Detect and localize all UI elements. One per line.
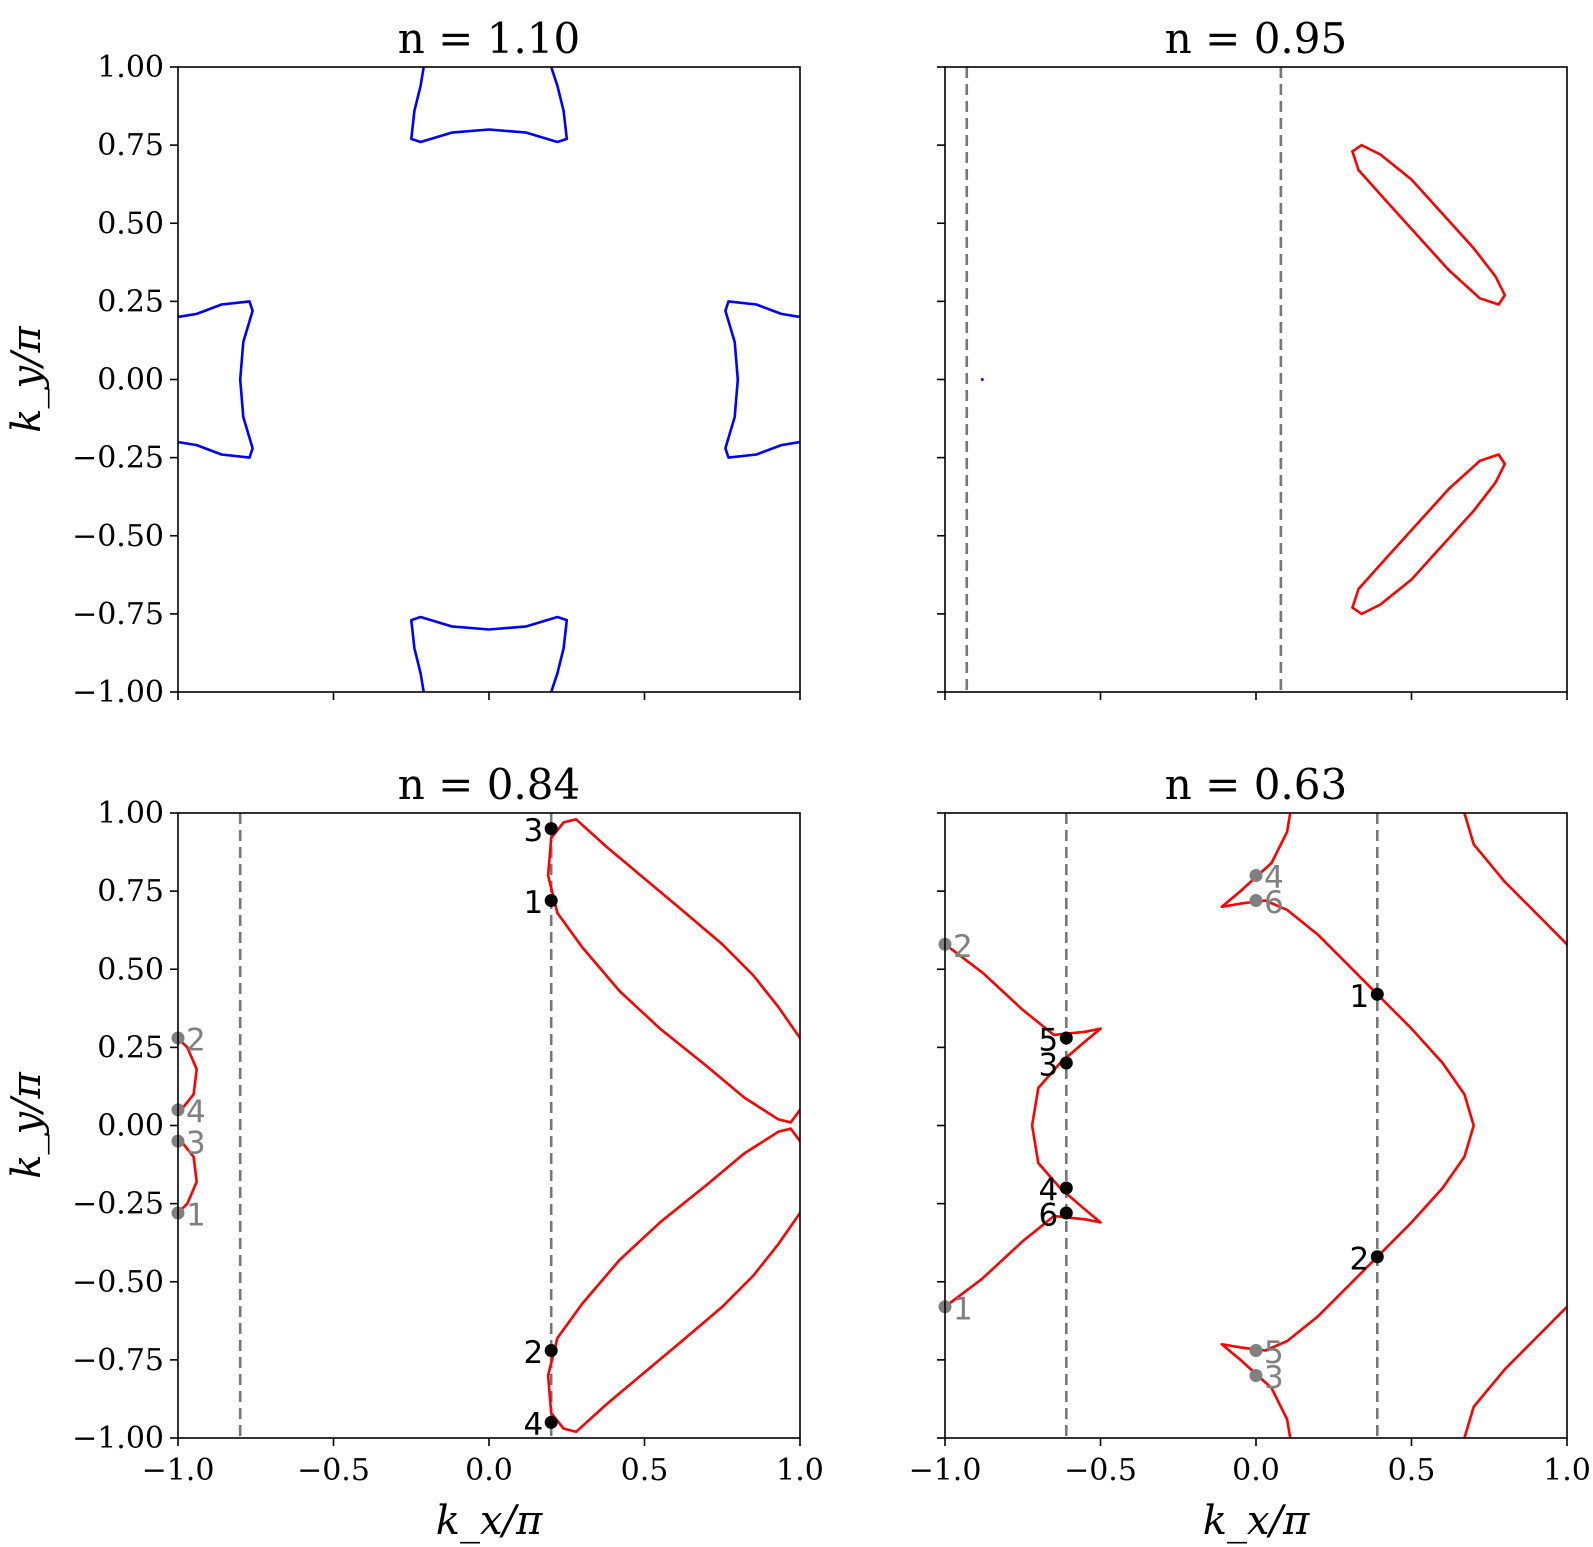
marker-point	[1249, 869, 1263, 882]
marker-label: 2	[523, 1335, 543, 1371]
series-line	[178, 300, 254, 459]
x-tick-label: −0.5	[297, 1453, 370, 1488]
marker-point	[544, 894, 558, 907]
series-line	[1351, 453, 1507, 616]
y-tick-label: 1.00	[97, 50, 164, 85]
marker-label: 6	[1039, 1198, 1059, 1234]
marker-label: 3	[523, 813, 543, 849]
marker-label: 1	[186, 1198, 206, 1234]
marker-point	[544, 822, 558, 836]
series-line	[1220, 813, 1475, 1438]
marker-point	[544, 1344, 558, 1357]
marker-label: 3	[1264, 1360, 1284, 1396]
y-tick-label: −0.75	[72, 597, 164, 632]
chart-panel-2: n = 0.95	[937, 14, 1568, 700]
chart-title: n = 0.63	[1165, 760, 1347, 809]
marker-label: 1	[523, 885, 543, 921]
y-tick-label: 0.00	[97, 363, 164, 398]
x-tick-label: 0.0	[465, 1453, 513, 1488]
y-axis-label: k_y/π	[4, 1071, 50, 1178]
series-line	[1463, 813, 1567, 946]
marker-point	[1249, 1344, 1263, 1357]
y-tick-label: 1.00	[97, 796, 164, 831]
marker-label: 3	[1039, 1048, 1059, 1084]
marker-label: 6	[1264, 885, 1284, 921]
marker-point	[1249, 894, 1263, 907]
plot-frame	[944, 66, 1568, 693]
x-tick-label: −1.0	[142, 1453, 215, 1488]
y-axis-label: k_y/π	[4, 325, 50, 432]
x-tick-label: −1.0	[909, 1453, 982, 1488]
plot-frame	[177, 812, 801, 1439]
marker-label: 4	[1039, 1173, 1059, 1209]
x-tick-label: 0.5	[1388, 1453, 1436, 1488]
marker-label: 1	[1350, 979, 1370, 1015]
y-tick-label: −0.25	[72, 441, 164, 476]
y-tick-label: 0.25	[97, 284, 164, 319]
plot-frame	[177, 66, 801, 693]
data-point	[980, 378, 984, 381]
series-line	[409, 615, 569, 692]
y-tick-label: −0.75	[72, 1343, 164, 1378]
marker-point	[1059, 1056, 1073, 1070]
y-tick-label: 0.00	[97, 1109, 164, 1144]
marker-point	[1059, 1181, 1073, 1195]
marker-point	[1059, 1206, 1073, 1220]
marker-label: 5	[1039, 1023, 1059, 1059]
marker-label: 4	[1264, 860, 1284, 896]
y-tick-label: 0.50	[97, 206, 164, 241]
series-line	[546, 1127, 800, 1434]
y-tick-label: −0.50	[72, 1265, 164, 1300]
x-axis-label: k_x/π	[1203, 1498, 1310, 1544]
series-line	[945, 942, 1102, 1309]
series-line	[546, 817, 800, 1124]
x-tick-label: 1.0	[776, 1453, 824, 1488]
series-line	[724, 300, 800, 459]
marker-point	[1370, 987, 1384, 1001]
y-tick-label: −0.25	[72, 1187, 164, 1222]
marker-label: 2	[186, 1023, 206, 1059]
x-tick-label: 0.5	[621, 1453, 669, 1488]
chart-panel-1: n = 1.10 −1.00 −0.75 −0.50 −0.25 0.00 0.25 0.50…	[4, 14, 801, 710]
chart-title: n = 0.84	[398, 760, 580, 809]
marker-label: 4	[523, 1407, 543, 1443]
marker-label: 2	[1350, 1241, 1370, 1277]
marker-label: 3	[186, 1126, 206, 1162]
x-tick-label: 1.0	[1543, 1453, 1591, 1488]
marker-point	[1059, 1031, 1073, 1045]
x-tick-label: 0.0	[1232, 1453, 1280, 1488]
marker-label: 5	[1264, 1335, 1284, 1371]
marker-label: 1	[953, 1291, 973, 1327]
marker-point	[1249, 1369, 1263, 1382]
series-line	[409, 67, 569, 144]
series-line	[1463, 1305, 1567, 1438]
marker-point	[1370, 1250, 1384, 1264]
marker-label: 4	[186, 1094, 206, 1130]
marker-point	[544, 1415, 558, 1429]
y-tick-label: −1.00	[72, 1421, 164, 1456]
marker-label: 2	[953, 929, 973, 965]
x-tick-label: −0.5	[1064, 1453, 1137, 1488]
x-axis-label: k_x/π	[436, 1498, 543, 1544]
y-tick-label: −0.50	[72, 519, 164, 554]
y-tick-label: 0.25	[97, 1030, 164, 1065]
series-line	[1351, 143, 1507, 306]
chart-title: n = 1.10	[398, 14, 580, 63]
y-tick-label: 0.75	[97, 874, 164, 909]
y-tick-label: 0.50	[97, 952, 164, 987]
y-tick-label: −1.00	[72, 675, 164, 710]
chart-title: n = 0.95	[1165, 14, 1347, 63]
y-tick-label: 0.75	[97, 128, 164, 163]
